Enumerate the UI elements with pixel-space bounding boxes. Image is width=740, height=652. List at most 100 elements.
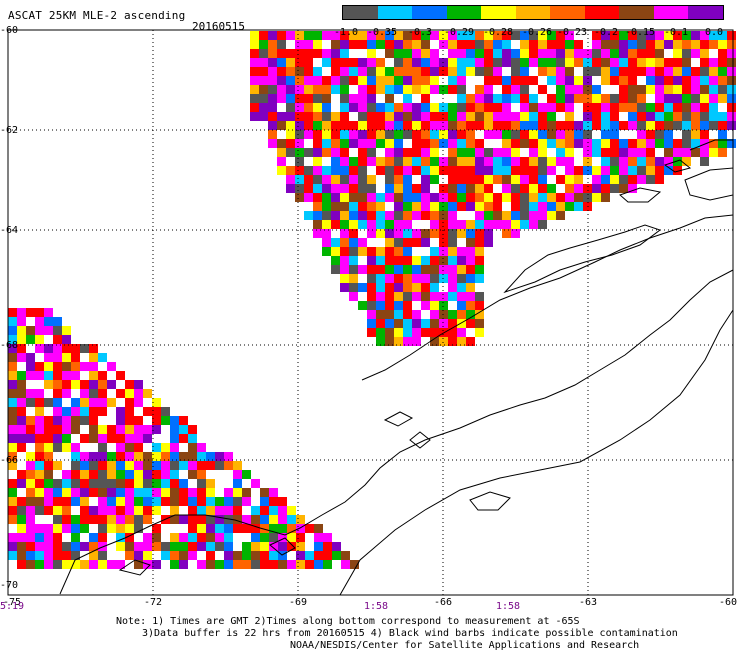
data-cell: [430, 184, 439, 193]
data-cell: [314, 542, 323, 551]
data-cell: [367, 58, 376, 67]
data-cell: [313, 148, 322, 157]
data-cell: [475, 265, 484, 274]
data-cell: [26, 560, 35, 569]
data-cell: [718, 112, 727, 121]
data-cell: [601, 175, 610, 184]
data-cell: [421, 337, 430, 346]
data-cell: [286, 103, 295, 112]
data-cell: [35, 398, 44, 407]
data-cell: [286, 139, 295, 148]
data-cell: [538, 157, 547, 166]
data-cell: [170, 452, 179, 461]
data-cell: [664, 67, 673, 76]
data-cell: [170, 425, 179, 434]
data-cell: [457, 157, 466, 166]
data-cell: [403, 229, 412, 238]
data-cell: [673, 103, 682, 112]
data-cell: [583, 112, 592, 121]
data-cell: [35, 362, 44, 371]
data-cell: [89, 551, 98, 560]
data-cell: [574, 157, 583, 166]
data-cell: [376, 211, 385, 220]
data-cell: [718, 85, 727, 94]
data-cell: [538, 175, 547, 184]
data-cell: [484, 58, 493, 67]
data-cell: [313, 229, 322, 238]
data-cell: [439, 76, 448, 85]
data-cell: [242, 506, 251, 515]
data-cell: [592, 31, 601, 40]
data-cell: [197, 452, 206, 461]
data-cell: [655, 148, 664, 157]
colorbar-swatch: [446, 6, 482, 19]
data-cell: [565, 58, 574, 67]
data-cell: [421, 94, 430, 103]
data-cell: [53, 317, 62, 326]
data-cell: [259, 31, 268, 40]
lat-label: -64: [0, 225, 19, 236]
data-cell: [394, 184, 403, 193]
data-cell: [466, 148, 475, 157]
data-cell: [287, 542, 296, 551]
data-cell: [556, 166, 565, 175]
data-cell: [313, 85, 322, 94]
data-cell: [277, 112, 286, 121]
data-cell: [583, 85, 592, 94]
data-cell: [403, 130, 412, 139]
data-cell: [161, 488, 170, 497]
data-cell: [646, 148, 655, 157]
data-cell: [511, 157, 520, 166]
data-cell: [349, 229, 358, 238]
data-cell: [511, 40, 520, 49]
data-cell: [421, 175, 430, 184]
data-cell: [26, 542, 35, 551]
lon-label: -75: [2, 597, 22, 608]
data-cell: [17, 353, 26, 362]
data-cell: [116, 452, 125, 461]
data-cell: [8, 353, 17, 362]
data-cell: [601, 76, 610, 85]
data-cell: [304, 193, 313, 202]
data-cell: [331, 112, 340, 121]
data-cell: [466, 130, 475, 139]
data-cell: [107, 398, 116, 407]
data-cell: [215, 524, 224, 533]
data-cell: [304, 31, 313, 40]
data-cell: [71, 398, 80, 407]
data-cell: [89, 371, 98, 380]
data-cell: [35, 416, 44, 425]
data-cell: [277, 139, 286, 148]
data-cell: [619, 94, 628, 103]
data-cell: [89, 425, 98, 434]
data-cell: [385, 229, 394, 238]
data-cell: [206, 470, 215, 479]
data-cell: [107, 452, 116, 461]
data-cell: [269, 560, 278, 569]
data-cell: [529, 49, 538, 58]
data-cell: [295, 40, 304, 49]
data-cell: [619, 157, 628, 166]
data-cell: [340, 283, 349, 292]
data-cell: [520, 76, 529, 85]
data-cell: [116, 479, 125, 488]
data-cell: [718, 139, 727, 148]
data-cell: [8, 488, 17, 497]
data-cell: [259, 103, 268, 112]
data-cell: [664, 40, 673, 49]
colorbar-swatch: [550, 6, 585, 19]
data-cell: [511, 220, 520, 229]
data-cell: [628, 94, 637, 103]
data-cell: [340, 49, 349, 58]
data-cell: [520, 166, 529, 175]
data-cell: [538, 67, 547, 76]
data-cell: [331, 76, 340, 85]
data-cell: [439, 265, 448, 274]
data-cell: [197, 542, 206, 551]
data-cell: [277, 49, 286, 58]
data-cell: [340, 94, 349, 103]
data-cell: [341, 560, 350, 569]
data-cell: [179, 551, 188, 560]
data-cell: [466, 193, 475, 202]
data-cell: [682, 103, 691, 112]
